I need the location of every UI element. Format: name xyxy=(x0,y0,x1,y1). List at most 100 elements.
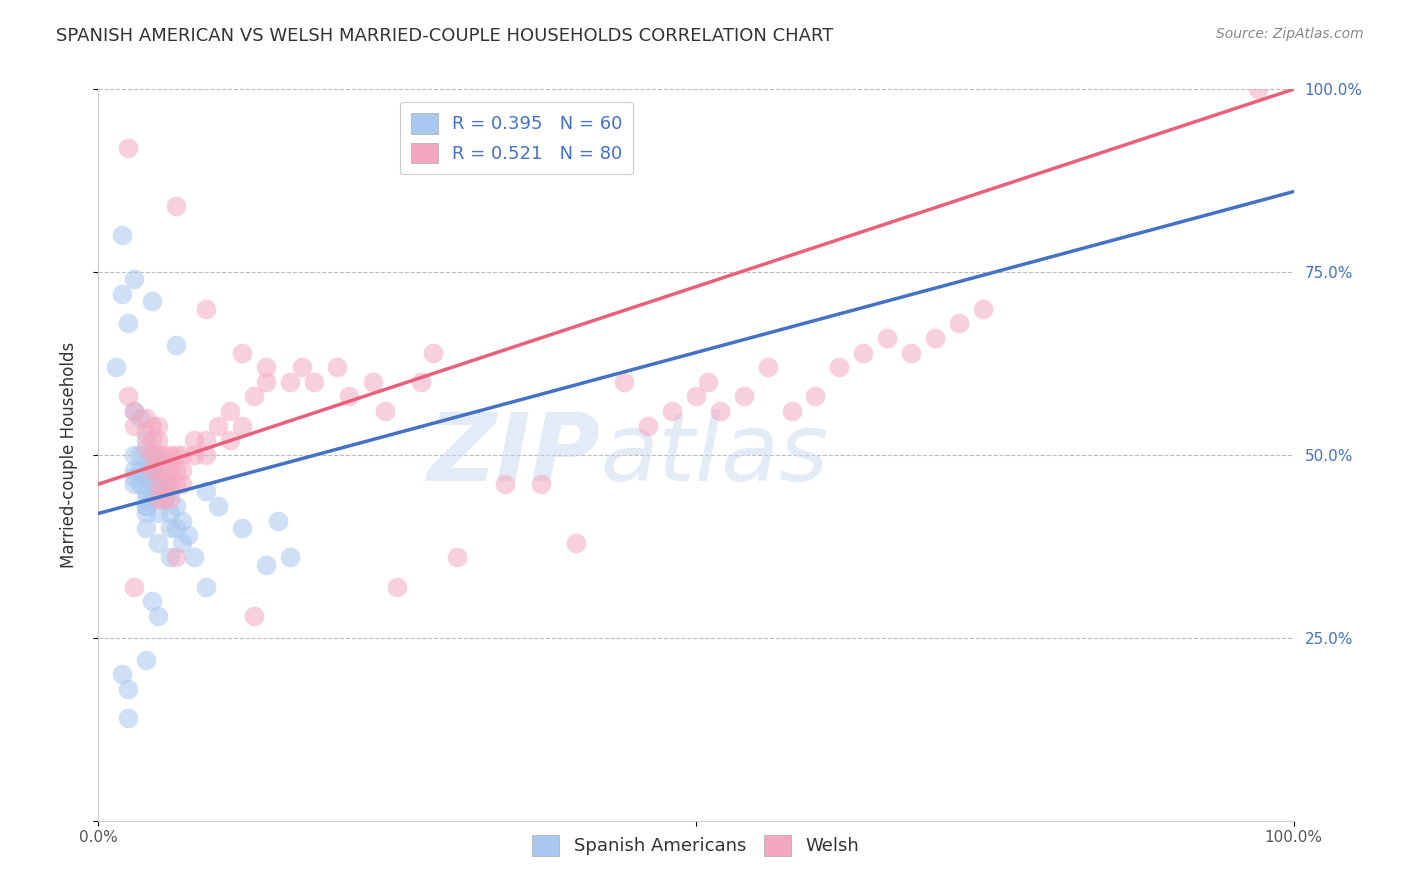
Point xyxy=(117,316,139,330)
Point xyxy=(195,484,218,499)
Point xyxy=(613,375,636,389)
Point xyxy=(231,418,253,433)
Point xyxy=(195,448,218,462)
Point xyxy=(172,462,194,476)
Point xyxy=(141,294,163,309)
Point xyxy=(124,470,146,484)
Point xyxy=(135,470,157,484)
Point xyxy=(291,360,314,375)
Point xyxy=(709,404,731,418)
Point xyxy=(374,404,396,418)
Point xyxy=(129,448,152,462)
Point xyxy=(135,484,157,499)
Point xyxy=(111,287,134,301)
Point xyxy=(165,448,187,462)
Text: atlas: atlas xyxy=(600,409,828,500)
Point xyxy=(165,199,187,213)
Point xyxy=(219,434,242,448)
Point xyxy=(780,404,803,418)
Point xyxy=(141,434,163,448)
Point xyxy=(172,448,194,462)
Point xyxy=(148,418,170,433)
Point xyxy=(363,375,385,389)
Point xyxy=(685,389,707,403)
Point xyxy=(852,345,875,359)
Point xyxy=(135,411,157,425)
Point xyxy=(530,477,553,491)
Point xyxy=(165,462,187,476)
Point xyxy=(900,345,922,359)
Text: SPANISH AMERICAN VS WELSH MARRIED-COUPLE HOUSEHOLDS CORRELATION CHART: SPANISH AMERICAN VS WELSH MARRIED-COUPLE… xyxy=(56,27,834,45)
Point xyxy=(135,455,157,469)
Point xyxy=(924,331,946,345)
Point xyxy=(148,477,170,491)
Point xyxy=(111,228,134,243)
Point xyxy=(129,411,152,425)
Point xyxy=(326,360,349,375)
Point xyxy=(141,462,163,476)
Point xyxy=(165,499,187,513)
Point xyxy=(195,301,218,316)
Point xyxy=(172,535,194,549)
Point xyxy=(159,521,181,535)
Point xyxy=(148,448,170,462)
Point xyxy=(565,535,588,549)
Point xyxy=(183,550,205,565)
Point xyxy=(243,608,266,623)
Point xyxy=(159,448,181,462)
Point xyxy=(117,711,139,725)
Point xyxy=(148,608,170,623)
Point xyxy=(135,441,157,455)
Point xyxy=(339,389,361,403)
Point xyxy=(756,360,779,375)
Point xyxy=(141,491,163,506)
Point xyxy=(231,345,253,359)
Point xyxy=(159,484,181,499)
Point xyxy=(804,389,827,403)
Point xyxy=(733,389,755,403)
Point xyxy=(243,389,266,403)
Point xyxy=(141,462,163,476)
Point xyxy=(153,448,176,462)
Point xyxy=(135,425,157,440)
Point xyxy=(254,360,277,375)
Point xyxy=(148,535,170,549)
Point xyxy=(172,477,194,491)
Point xyxy=(135,499,157,513)
Point xyxy=(153,477,176,491)
Point xyxy=(165,550,187,565)
Point xyxy=(105,360,128,375)
Point xyxy=(876,331,898,345)
Point xyxy=(141,448,163,462)
Point xyxy=(159,477,181,491)
Point xyxy=(183,448,205,462)
Point xyxy=(148,455,170,469)
Point xyxy=(278,375,301,389)
Point xyxy=(948,316,970,330)
Point xyxy=(207,499,229,513)
Point xyxy=(165,338,187,352)
Point xyxy=(124,448,146,462)
Point xyxy=(129,462,152,476)
Point xyxy=(135,521,157,535)
Point xyxy=(111,667,134,681)
Point xyxy=(141,418,163,433)
Point xyxy=(124,477,146,491)
Point xyxy=(177,528,200,542)
Legend: Spanish Americans, Welsh: Spanish Americans, Welsh xyxy=(524,828,868,863)
Point xyxy=(637,418,659,433)
Point xyxy=(124,580,146,594)
Point xyxy=(828,360,851,375)
Point xyxy=(219,404,242,418)
Point xyxy=(195,434,218,448)
Point xyxy=(124,272,146,286)
Point xyxy=(254,558,277,572)
Point xyxy=(135,434,157,448)
Point xyxy=(207,418,229,433)
Point xyxy=(148,491,170,506)
Text: ZIP: ZIP xyxy=(427,409,600,501)
Point xyxy=(135,653,157,667)
Point xyxy=(159,462,181,476)
Point xyxy=(141,477,163,491)
Point xyxy=(697,375,720,389)
